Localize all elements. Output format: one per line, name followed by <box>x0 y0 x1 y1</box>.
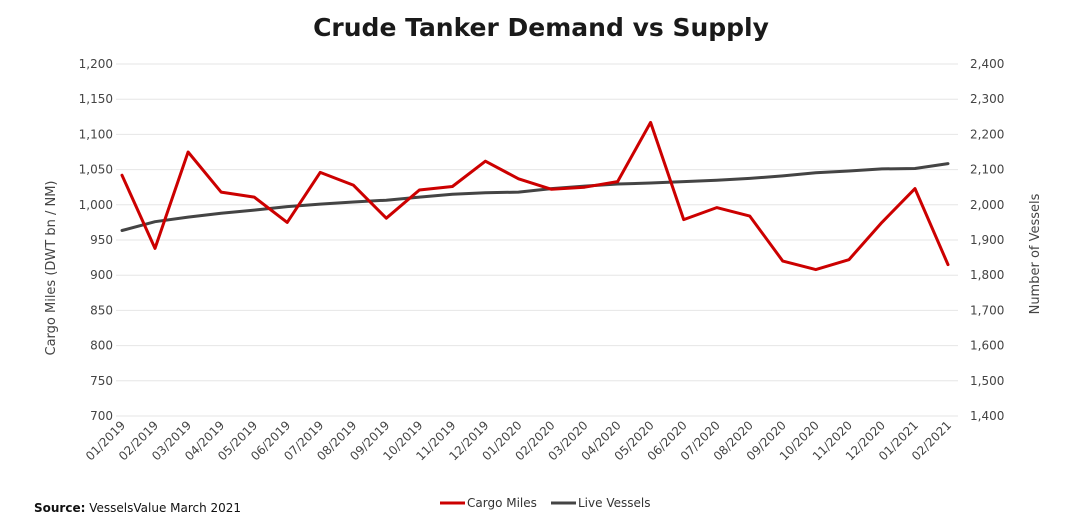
y-right-tick-label: 1,600 <box>970 339 1004 353</box>
y-right-tick-label: 2,100 <box>970 163 1004 177</box>
source-note: Source: VesselsValue March 2021 <box>34 501 241 515</box>
series-line-live-vessels <box>120 162 950 232</box>
gridlines <box>116 63 958 417</box>
series-group <box>120 120 950 272</box>
y-right-tick-label: 1,700 <box>970 303 1004 317</box>
y-right-tick-label: 2,000 <box>970 198 1004 212</box>
legend-label: Cargo Miles <box>467 496 537 510</box>
y-right-tick-label: 1,400 <box>970 409 1004 423</box>
series-line-cargo-miles <box>120 120 950 272</box>
y-axis-right-label: Number of Vessels <box>1028 193 1043 314</box>
y-left-tick-label: 700 <box>90 409 113 423</box>
y-left-tick-label: 1,050 <box>79 163 113 177</box>
y-left-tick-label: 900 <box>90 268 113 282</box>
y-right-tick-label: 1,800 <box>970 268 1004 282</box>
y-left-tick-label: 1,000 <box>79 198 113 212</box>
y-left-tick-label: 950 <box>90 233 113 247</box>
chart-title: Crude Tanker Demand vs Supply <box>313 13 769 42</box>
y-left-tick-label: 1,100 <box>79 127 113 141</box>
y-left-tick-label: 1,150 <box>79 92 113 106</box>
y-left-tick-label: 750 <box>90 374 113 388</box>
y-left-tick-label: 1,200 <box>79 57 113 71</box>
legend: Cargo Miles Live Vessels <box>440 496 650 510</box>
y-axis-left-ticks: 1,200 1,150 1,100 1,050 1,000 950 900 850 800 750… <box>79 57 113 423</box>
y-left-tick-label: 850 <box>90 303 113 317</box>
source-label: Source: <box>34 501 86 515</box>
y-left-tick-label: 800 <box>90 339 113 353</box>
y-axis-right-ticks: 2,400 2,300 2,200 2,100 2,000 1,900 1,800 1,700… <box>970 57 1004 423</box>
y-right-tick-label: 1,900 <box>970 233 1004 247</box>
y-right-tick-label: 2,200 <box>970 127 1004 141</box>
y-axis-left-label: Cargo Miles (DWT bn / NM) <box>44 181 59 356</box>
y-right-tick-label: 1,500 <box>970 374 1004 388</box>
x-axis-ticks: 01/201902/201903/201904/201905/201906/20… <box>83 418 954 463</box>
source-text: VesselsValue March 2021 <box>89 501 242 515</box>
legend-label: Live Vessels <box>578 496 650 510</box>
y-right-tick-label: 2,300 <box>970 92 1004 106</box>
y-right-tick-label: 2,400 <box>970 57 1004 71</box>
